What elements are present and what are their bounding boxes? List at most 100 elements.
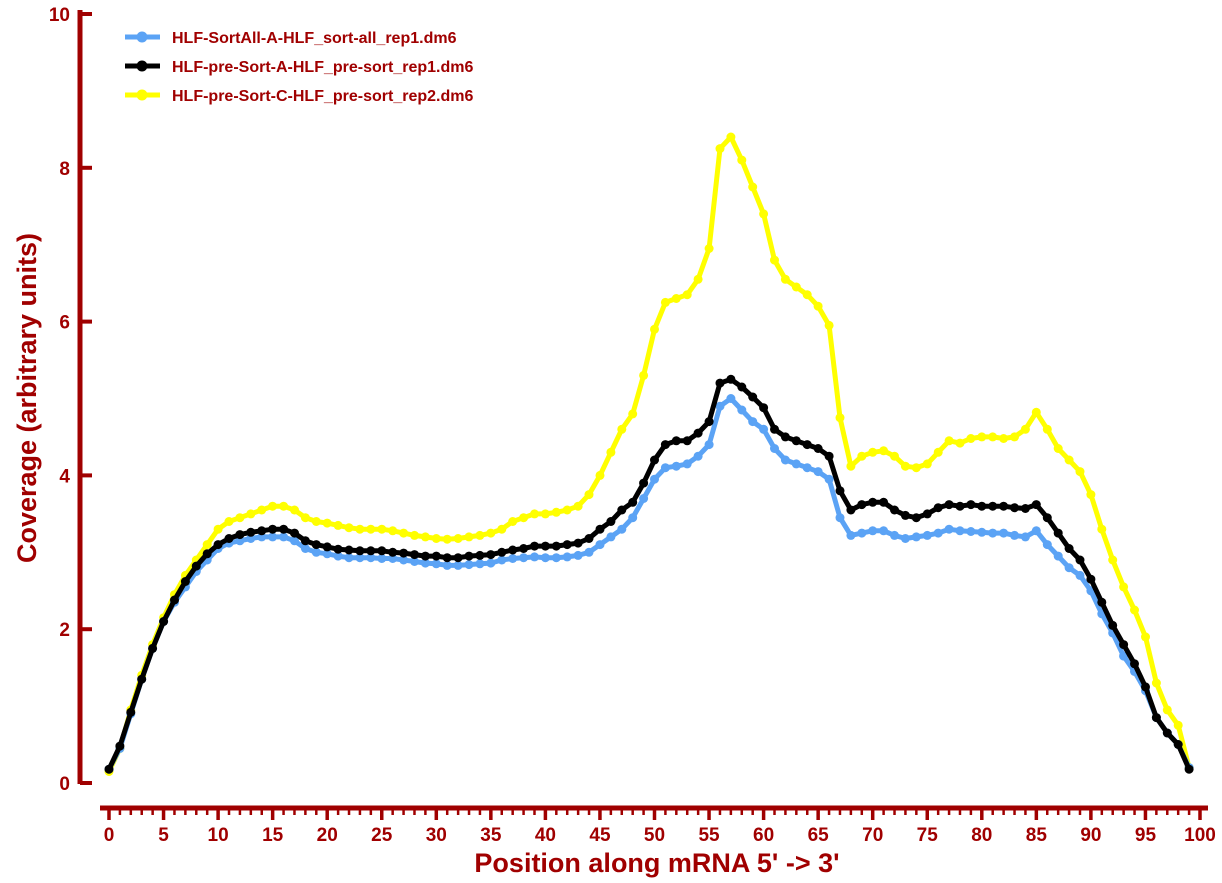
data-point [551,507,561,517]
data-point [1119,640,1129,650]
data-point [508,517,518,526]
data-point [344,553,354,563]
data-point [1075,467,1085,477]
data-point [584,534,594,543]
data-point [922,459,932,469]
data-point [519,513,529,523]
data-point [540,553,550,563]
data-point [1086,574,1096,584]
data-point [344,523,354,533]
legend-item-1: HLF-pre-Sort-A-HLF_pre-sort_rep1.dm6 [125,59,473,76]
data-point [246,534,256,543]
data-point [737,382,747,392]
data-point [377,554,387,563]
data-point [399,555,409,565]
data-point [551,553,561,563]
data-point [1020,424,1030,434]
data-point [497,547,507,557]
data-point [966,527,976,536]
data-point [1042,540,1052,550]
data-point [868,497,878,507]
legend-swatch-marker [136,60,148,72]
data-point [540,541,550,551]
data-point [530,541,539,551]
data-point [748,182,758,192]
data-point [1053,528,1063,538]
data-point [737,155,747,165]
x-tick-label: 65 [808,825,830,846]
x-tick-label: 80 [971,825,992,846]
series-2 [104,374,1194,774]
data-point [235,536,245,546]
data-point [671,294,681,303]
data-point [835,513,845,523]
legend-label: HLF-SortAll-A-HLF_sort-all_rep1.dm6 [172,30,457,47]
data-point [944,436,954,446]
data-point [715,144,725,154]
data-point [813,467,823,477]
data-point [1119,651,1129,661]
data-point [890,451,899,461]
data-point [988,528,998,538]
data-point [704,417,714,427]
data-point [726,394,736,403]
data-point [486,550,496,560]
data-point [475,530,485,540]
data-point [660,463,670,473]
data-point [279,524,289,534]
x-tick-label: 35 [480,825,502,846]
data-point [1108,555,1118,565]
data-point [410,530,419,540]
data-point [879,446,889,456]
data-point [770,424,779,434]
data-point [988,501,998,511]
x-tick-label: 60 [753,825,774,846]
data-point [268,524,278,534]
data-point [1151,713,1161,723]
data-point [1151,678,1161,688]
data-point [246,527,256,537]
legend-swatch-marker [136,89,148,101]
data-point [748,417,758,427]
data-point [704,440,714,450]
data-point [780,432,790,442]
data-point [442,560,452,570]
data-point [268,501,278,511]
y-axis-title: Coverage (arbitrary units) [12,233,42,563]
data-point [813,301,823,311]
data-point [1086,490,1096,500]
data-point [562,505,572,515]
data-point [508,545,518,555]
x-tick-label: 5 [158,825,169,846]
data-point [660,297,670,307]
data-point [671,461,681,471]
legend-item-0: HLF-SortAll-A-HLF_sort-all_rep1.dm6 [125,30,457,47]
data-point [355,546,365,556]
data-point [562,540,572,550]
data-point [366,546,376,556]
data-point [104,764,114,774]
data-point [355,553,365,563]
data-point [1031,407,1041,417]
data-point [388,554,398,563]
data-point [999,528,1009,538]
data-point [824,451,834,461]
y-tick-label: 2 [59,620,70,641]
data-point [879,526,889,536]
data-point [737,405,747,415]
data-point [355,524,365,534]
data-point [639,370,649,380]
data-point [1097,524,1107,534]
data-point [704,244,714,253]
y-tick-label: 4 [59,466,70,487]
data-point [791,436,801,446]
data-point [650,324,659,334]
data-point [966,500,976,510]
data-point [573,501,583,511]
data-point [442,553,452,563]
y-tick-label: 0 [59,774,70,795]
data-point [879,497,889,507]
data-point [1162,728,1172,738]
